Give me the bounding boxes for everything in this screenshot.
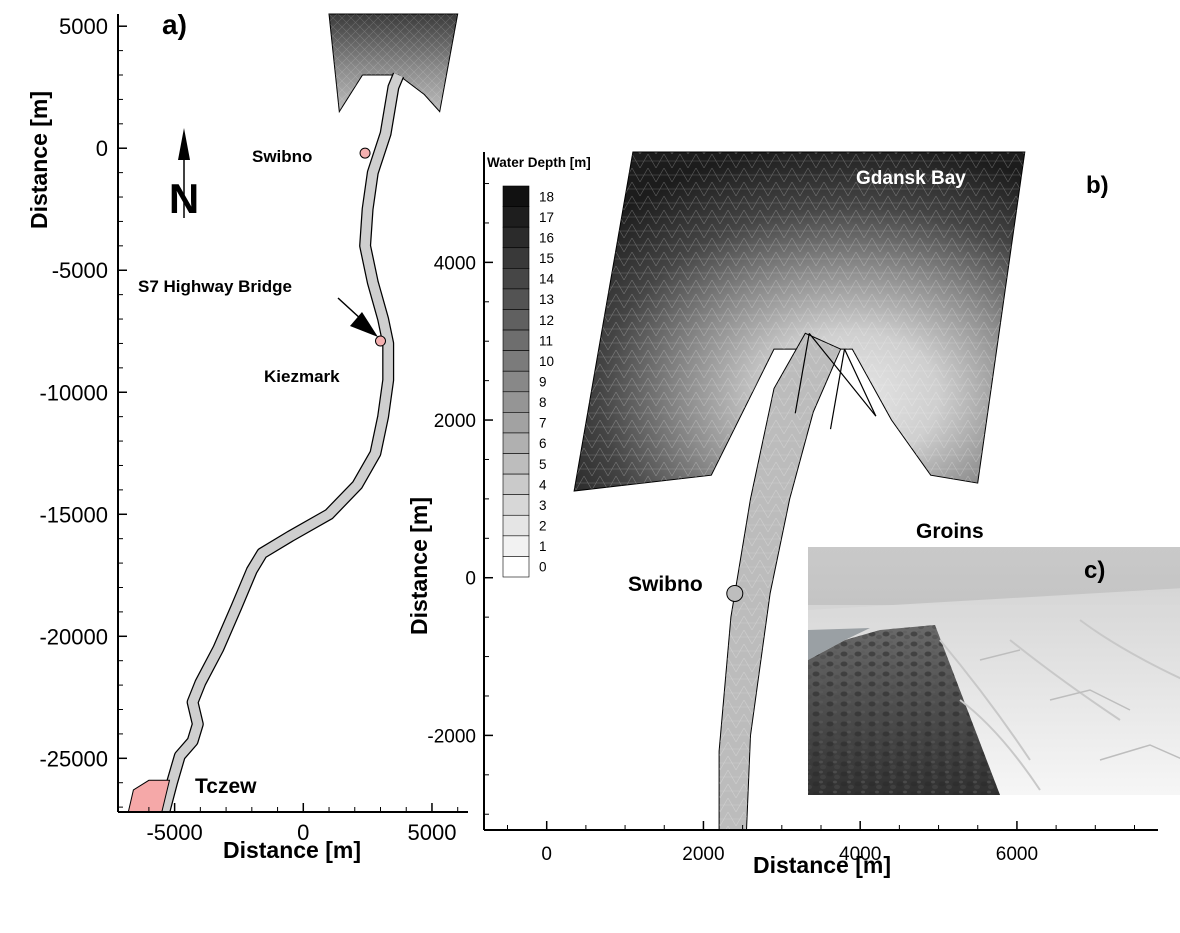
- colorbar-swatch: [502, 268, 530, 290]
- kiezmark-label: Kiezmark: [264, 367, 340, 386]
- panel-a-bay-mesh: [329, 14, 458, 112]
- colorbar-swatch: [502, 350, 530, 372]
- panel-a-ticks: -5000 0 5000 5000 0 -5000 -10000 -15000 -20000 -2…: [39, 14, 459, 845]
- panel-a-y-tick-label: -10000: [39, 380, 108, 405]
- panel-b-y-label: Distance [m]: [406, 497, 432, 635]
- panel-a-label: a): [162, 9, 187, 40]
- groin-leader-line: [808, 332, 877, 417]
- bridge-arrow-icon: [337, 297, 378, 337]
- colorbar-level-label: 2: [539, 519, 547, 534]
- panel-b-y-tick-label: -2000: [427, 726, 476, 747]
- colorbar-swatch: [502, 226, 530, 249]
- colorbar-level-label: 0: [539, 560, 547, 575]
- colorbar-level-label: 3: [539, 498, 547, 513]
- panel-a-x-tick-label: 5000: [407, 820, 456, 845]
- panel-b-map: 0 2000 4000 6000 4000 2000 0 -2000 Distance [m]…: [406, 151, 1158, 878]
- colorbar-level-label: 13: [539, 292, 554, 307]
- colorbar-level-label: 18: [539, 189, 554, 204]
- panel-b-bay-mesh: [574, 152, 1025, 491]
- colorbar-level-label: 1: [539, 539, 547, 554]
- groins-label: Groins: [916, 520, 984, 543]
- colorbar-swatch: [502, 309, 530, 331]
- groin-lines: [794, 332, 877, 430]
- colorbar-level-label: 6: [539, 436, 547, 451]
- panel-b-label: b): [1086, 172, 1109, 199]
- panel-a-y-tick-label: -20000: [39, 624, 108, 649]
- panel-a-y-tick-label: -5000: [52, 258, 108, 283]
- colorbar-level-label: 9: [539, 375, 547, 390]
- panel-b-y-tick-label: 4000: [434, 253, 476, 274]
- colorbar-swatch: [502, 412, 530, 434]
- panel-b-x-tick-label: 4000: [839, 844, 881, 865]
- panel-b-ticks: 0 2000 4000 6000 4000 2000 0 -2000: [427, 183, 1135, 865]
- colorbar-level-label: 16: [539, 230, 554, 245]
- colorbar-swatch: [502, 432, 530, 454]
- panel-a-x-tick-label: -5000: [146, 820, 202, 845]
- colorbar-level-label: 4: [539, 477, 547, 492]
- colorbar-level-label: 11: [539, 333, 553, 348]
- kiezmark-marker: [375, 335, 386, 347]
- colorbar-level-label: 15: [539, 251, 554, 266]
- colorbar-level-label: 14: [539, 272, 555, 287]
- panel-a-y-label: Distance [m]: [26, 91, 52, 229]
- panel-c-photo: c): [808, 547, 1180, 795]
- colorbar-level-label: 17: [539, 210, 554, 225]
- north-label: N: [169, 175, 199, 222]
- panel-a-y-tick-label: -15000: [39, 502, 108, 527]
- panel-c-label: c): [1084, 557, 1105, 584]
- panel-a-y-tick-label: -25000: [39, 746, 108, 771]
- panel-b-x-tick-label: 0: [541, 844, 552, 865]
- swibno-marker-b: [726, 584, 744, 602]
- colorbar-level-label: 10: [539, 354, 554, 369]
- panel-b-x-label: Distance [m]: [753, 852, 891, 878]
- panel-a-river-fill: [159, 73, 403, 812]
- colorbar-swatch: [502, 391, 530, 413]
- colorbar-swatch: [502, 206, 530, 228]
- panel-a-x-tick-label: 0: [297, 820, 309, 845]
- north-arrow-icon: N: [169, 128, 199, 222]
- colorbar-swatch: [502, 247, 530, 269]
- colorbar-swatch: [502, 514, 530, 537]
- swibno-label-b: Swibno: [628, 573, 703, 596]
- panel-b-x-tick-label: 6000: [996, 844, 1038, 865]
- panel-b-y-tick-label: 0: [465, 569, 476, 590]
- groin-structure: [829, 348, 846, 430]
- colorbar-swatch: [502, 494, 530, 516]
- colorbar-swatch: [502, 329, 530, 351]
- panel-a-x-label: Distance [m]: [223, 837, 361, 863]
- groin-structure: [794, 333, 810, 414]
- colorbar-swatch: [502, 556, 530, 578]
- panel-a-river-outline: [158, 72, 405, 812]
- colorbar-level-label: 12: [539, 313, 554, 328]
- colorbar-swatch: [502, 288, 530, 310]
- colorbar-level-label: 5: [539, 457, 547, 472]
- tczew-label: Tczew: [195, 775, 257, 798]
- colorbar-swatch: [502, 473, 530, 495]
- panel-a-y-tick-label: 0: [96, 136, 108, 161]
- tczew-area: [127, 779, 171, 812]
- swibno-marker: [359, 147, 371, 159]
- panel-b-title: Gdansk Bay: [856, 168, 966, 189]
- colorbar-title: Water Depth [m]: [487, 155, 591, 170]
- bridge-label: S7 Highway Bridge: [138, 277, 292, 296]
- colorbar-level-label: 7: [539, 416, 547, 431]
- panel-b-y-tick-label: 2000: [434, 411, 476, 432]
- panel-a-map: -5000 0 5000 5000 0 -5000 -10000 -15000 -20000 -2…: [26, 9, 468, 863]
- swibno-label: Swibno: [252, 147, 312, 166]
- colorbar-swatch: [502, 370, 530, 393]
- groin-leader-line: [843, 348, 877, 417]
- colorbar-swatch: [502, 453, 530, 475]
- colorbar-level-label: 8: [539, 395, 547, 410]
- colorbar-swatch: [502, 185, 530, 207]
- panel-b-channel-mesh: [719, 333, 841, 830]
- colorbar-legend: Water Depth [m] 181716151413121110987654…: [487, 155, 591, 578]
- colorbar-swatch: [502, 535, 530, 557]
- panel-b-x-tick-label: 2000: [682, 844, 724, 865]
- panel-a-y-tick-label: 5000: [59, 14, 108, 39]
